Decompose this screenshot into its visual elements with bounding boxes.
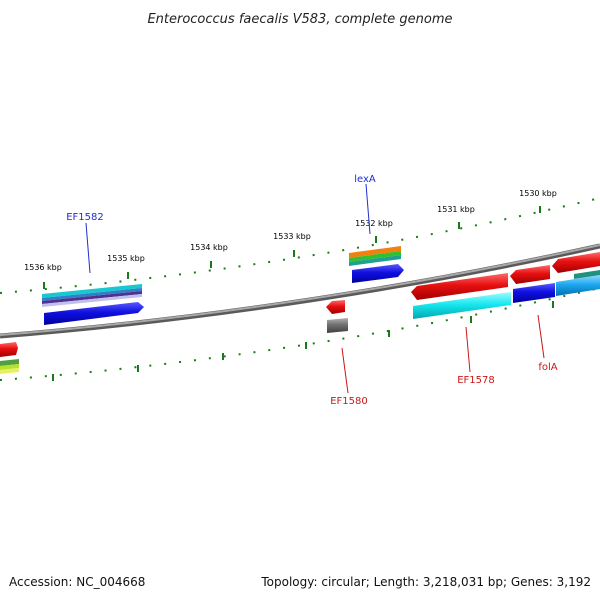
scale-label-1536: 1536 kbp: [24, 263, 62, 272]
gene-label-lexa[interactable]: lexA: [354, 174, 376, 185]
gene-label-ef1582[interactable]: EF1582: [66, 212, 104, 223]
major-ticks-inner: [52, 301, 554, 381]
genome-summary-text: Topology: circular; Length: 3,218,031 bp…: [260, 575, 591, 589]
gene-block-lightblue[interactable]: [556, 275, 600, 296]
gene-block-fola-blue[interactable]: [513, 283, 555, 303]
leader-ef1578: [465, 326, 471, 373]
scale-label-1534: 1534 kbp: [190, 243, 228, 252]
gene-label-fola[interactable]: folA: [538, 362, 557, 373]
gene-arrow-lexa[interactable]: [352, 264, 404, 283]
gene-arrow-red-3[interactable]: [552, 252, 600, 273]
scale-label-1531: 1531 kbp: [437, 205, 475, 214]
gene-block-ef1578-cyan[interactable]: [413, 292, 511, 319]
gene-stack-lexa[interactable]: [349, 246, 401, 266]
leader-ef1580: [341, 347, 349, 394]
scale-label-1532: 1532 kbp: [355, 219, 393, 228]
leader-fola: [537, 314, 545, 359]
accession-text: Accession: NC_004668: [9, 575, 145, 589]
gene-block-teal-edge[interactable]: [574, 270, 600, 279]
leader-ef1582: [85, 222, 91, 274]
gene-fragments-left[interactable]: [0, 342, 19, 374]
gene-arrow-ef1578-red[interactable]: [411, 273, 508, 300]
leader-lexa: [365, 183, 371, 235]
scale-label-1530: 1530 kbp: [519, 189, 557, 198]
gene-arrow-ef1580-red[interactable]: [326, 300, 345, 314]
gene-label-ef1578[interactable]: EF1578: [457, 375, 495, 386]
scale-label-1535: 1535 kbp: [107, 254, 145, 263]
gene-label-ef1580[interactable]: EF1580: [330, 396, 368, 407]
genome-title: Enterococcus faecalis V583, complete gen…: [147, 12, 452, 27]
gene-arrow-red-2[interactable]: [510, 265, 550, 284]
gene-block-ef1580-gray[interactable]: [327, 318, 348, 333]
gene-arrow-blue-left[interactable]: [44, 302, 144, 325]
scale-label-1533: 1533 kbp: [273, 232, 311, 241]
gene-stack-ef1582[interactable]: [42, 284, 142, 307]
major-ticks-outer: [43, 206, 541, 289]
